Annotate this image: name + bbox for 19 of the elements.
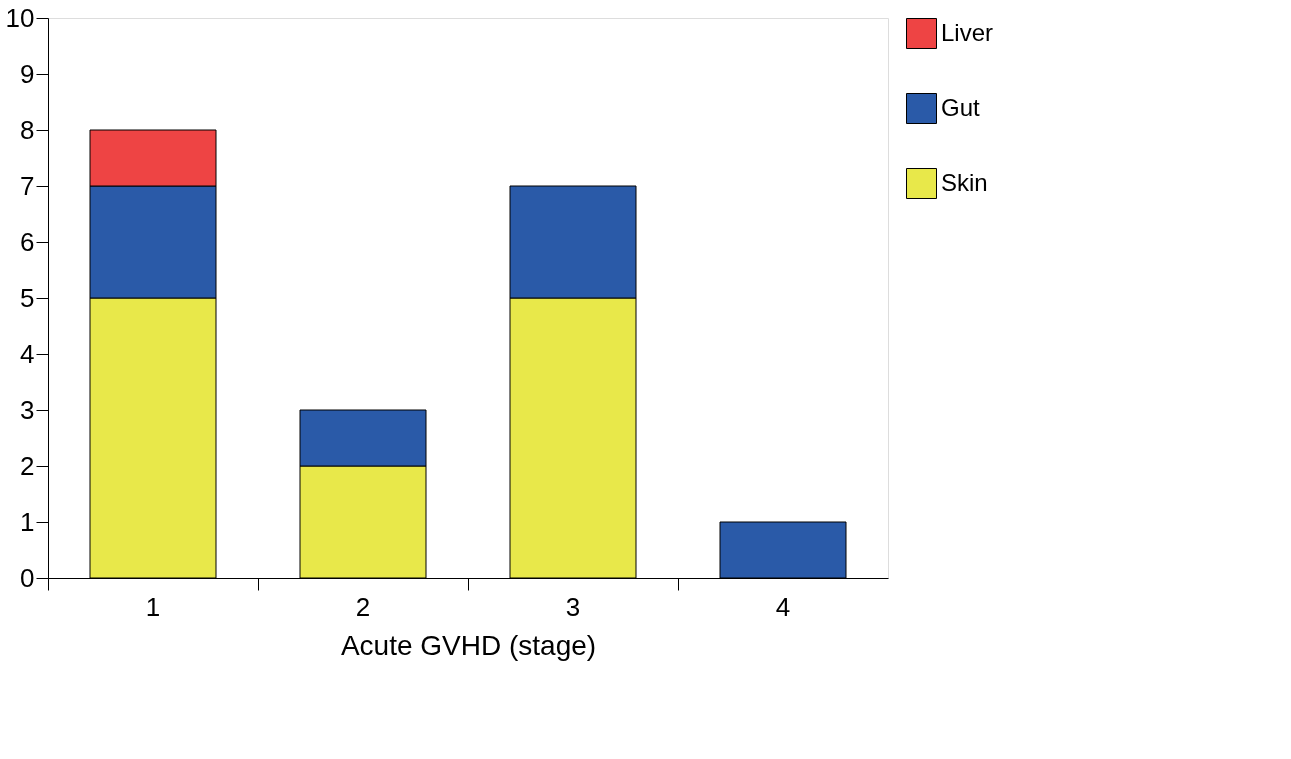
y-tick-label: 4 [20,338,35,369]
y-tick-label: 8 [20,114,35,145]
legend-label: Skin [941,168,988,196]
x-axis-title: Acute GVHD (stage) [340,629,597,661]
y-tick-label: 3 [20,394,35,425]
x-tick-label: 2 [355,591,371,622]
y-tick-label: 5 [20,282,35,313]
y-tick-label: 6 [20,226,35,257]
y-tick-label: 1 [20,506,35,537]
legend-label: Gut [941,93,981,121]
y-tick-label: 10 [5,2,35,33]
y-tick-label: 9 [20,58,35,89]
y-tick-label: 2 [20,450,35,481]
x-tick-label: 4 [775,591,791,622]
x-tick-label: 3 [565,591,581,622]
legend-label: Liver [941,18,994,46]
x-tick-label: 1 [145,591,161,622]
y-tick-label: 7 [20,170,35,201]
y-tick-label: 0 [20,562,35,593]
